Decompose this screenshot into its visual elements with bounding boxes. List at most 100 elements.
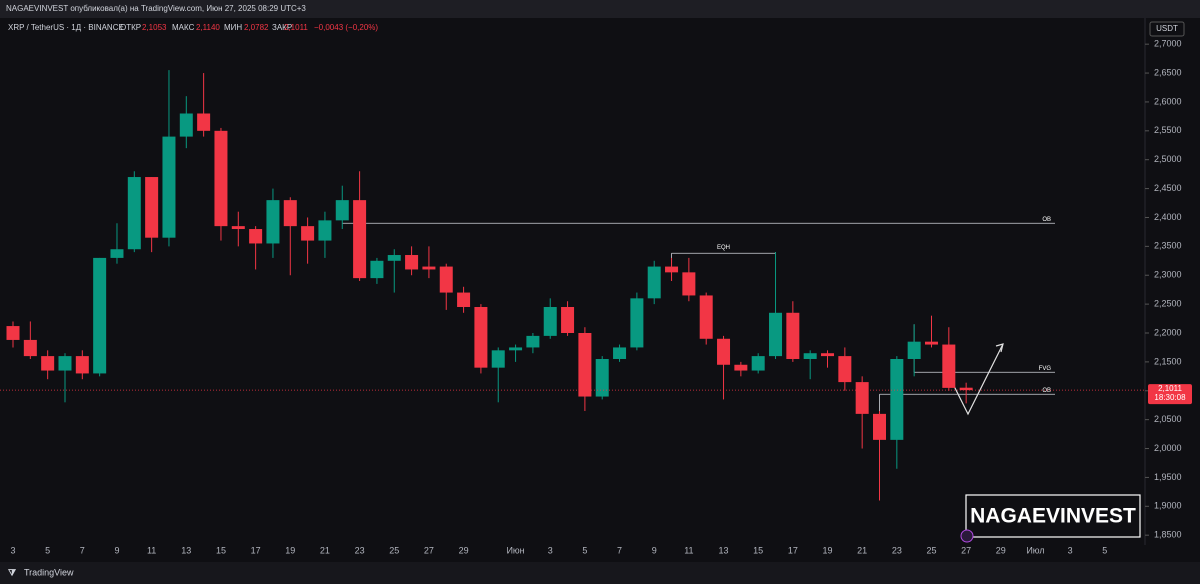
close-value: 2,1011 (284, 23, 308, 32)
x-tick-label: Июл (1026, 545, 1044, 555)
candle-body (821, 353, 835, 357)
x-tick-label: 15 (216, 545, 226, 555)
x-tick-label: 13 (719, 545, 729, 555)
y-tick-label: 1,8500 (1154, 530, 1182, 540)
footer-brand: TradingView (24, 567, 74, 577)
y-tick-label: 2,6500 (1154, 67, 1182, 77)
annotation-label: EQH (717, 245, 730, 251)
x-tick-label: 3 (1068, 545, 1073, 555)
candle-body (197, 113, 211, 131)
x-tick-label: 17 (251, 545, 261, 555)
currency: USDT (1156, 24, 1178, 33)
candle-body (110, 249, 124, 258)
footer-logo: ⧩ (8, 567, 17, 577)
candle-body (699, 295, 713, 339)
candle-body (803, 353, 817, 359)
x-tick-label: 23 (892, 545, 902, 555)
candle-body (924, 341, 938, 345)
candle-body (6, 326, 20, 340)
candle-body (491, 350, 505, 368)
candle-body (353, 200, 367, 279)
candle-body (145, 177, 159, 238)
annotation-label: OB (1042, 217, 1051, 223)
candle-body (630, 298, 644, 348)
y-tick-label: 2,0500 (1154, 414, 1182, 424)
x-tick-label: 29 (996, 545, 1006, 555)
candle-body (474, 307, 488, 368)
candle-body (283, 200, 297, 227)
candle-body (751, 356, 765, 371)
open-value: 2,1053 (142, 23, 167, 32)
x-tick-label: 21 (320, 545, 330, 555)
candle-body (769, 312, 783, 357)
x-tick-label: 9 (114, 545, 119, 555)
x-tick-label: 25 (389, 545, 399, 555)
top-bar (0, 0, 1200, 18)
annotation-label: FVG (1039, 366, 1052, 372)
projection-arrow (995, 343, 1004, 353)
x-tick-label: 3 (548, 545, 553, 555)
x-tick-label: 11 (684, 545, 693, 555)
alert-icon (960, 529, 974, 543)
candle-body (93, 257, 107, 374)
candle-body (405, 255, 419, 270)
x-tick-label: 21 (857, 545, 867, 555)
candle-body (179, 113, 193, 137)
candle-body (682, 272, 696, 296)
x-tick-label: 13 (181, 545, 191, 555)
countdown: 18:30:08 (1154, 393, 1186, 402)
x-tick-label: 7 (617, 545, 622, 555)
low-value: 2,0782 (244, 23, 269, 32)
candle-body (907, 341, 921, 359)
x-tick-label: 25 (926, 545, 936, 555)
candle-body (422, 266, 436, 270)
y-tick-label: 2,0000 (1154, 443, 1182, 453)
candle-body (786, 312, 800, 359)
candle-body (231, 226, 245, 230)
candle-body (717, 338, 731, 365)
y-tick-label: 2,6000 (1154, 96, 1182, 106)
candle-body (647, 266, 661, 299)
candle-body (873, 413, 886, 440)
candle-body (665, 266, 679, 273)
open-label: ОТКР (120, 23, 141, 32)
candle-body (387, 255, 401, 261)
candle-body (734, 364, 748, 371)
x-tick-label: 9 (652, 545, 657, 555)
candle-body (942, 344, 956, 388)
low-label: МИН (224, 23, 242, 32)
y-tick-label: 2,5000 (1154, 154, 1182, 164)
candle-body (526, 335, 540, 348)
x-tick-label: Июн (506, 545, 524, 555)
symbol: XRP / TetherUS · 1Д · BINANCE (8, 23, 124, 32)
candle-body (75, 356, 89, 374)
candle-body (838, 356, 852, 383)
x-tick-label: 3 (10, 545, 15, 555)
x-tick-label: 19 (823, 545, 833, 555)
watermark-box (965, 494, 1141, 538)
x-tick-label: 5 (45, 545, 50, 555)
footer-bar (0, 562, 1200, 584)
y-tick-label: 1,9000 (1154, 501, 1182, 511)
candle-body (509, 347, 523, 351)
projection-path (949, 343, 1004, 416)
y-tick-label: 2,3500 (1154, 241, 1182, 251)
x-tick-label: 23 (355, 545, 365, 555)
candle-body (318, 220, 332, 241)
last-price-label: 2,1011 (1158, 384, 1182, 393)
candle-body (613, 347, 627, 359)
x-tick-label: 27 (961, 545, 971, 555)
candle-body (214, 130, 228, 227)
candle-body (127, 177, 141, 250)
publish-info: NAGAEVINVEST опубликовал(а) на TradingVi… (6, 4, 306, 13)
annotation-label: OB (1042, 388, 1051, 394)
close-label: ЗАКР (272, 23, 292, 32)
candle-body (595, 358, 609, 397)
candle-body (890, 358, 904, 440)
y-tick-label: 2,2000 (1154, 327, 1182, 337)
x-tick-label: 17 (788, 545, 798, 555)
y-tick-label: 2,5500 (1154, 125, 1182, 135)
change: −0,0043 (−0,20%) (314, 23, 378, 32)
x-tick-label: 11 (147, 545, 156, 555)
x-tick-label: 29 (459, 545, 469, 555)
